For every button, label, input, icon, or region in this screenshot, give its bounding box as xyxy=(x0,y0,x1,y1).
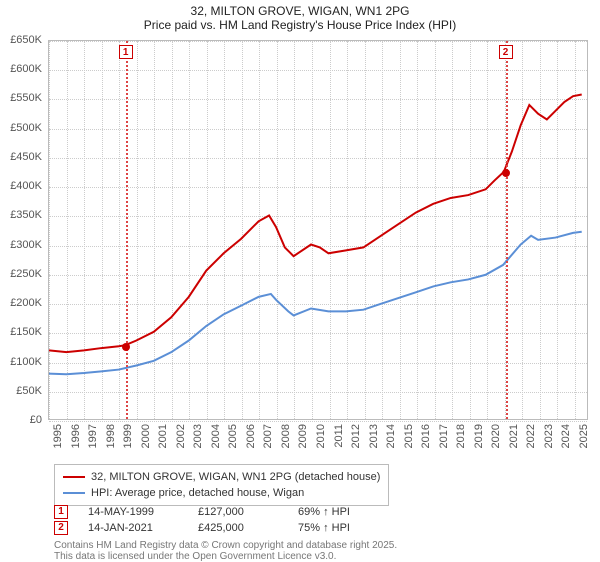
x-tick-label: 2017 xyxy=(438,424,450,448)
event-marker-badge: 2 xyxy=(499,45,513,59)
legend-item: 32, MILTON GROVE, WIGAN, WN1 2PG (detach… xyxy=(63,469,380,485)
legend-swatch xyxy=(63,476,85,478)
event-row: 1 14-MAY-1999 £127,000 69% ↑ HPI xyxy=(54,504,388,520)
title-address: 32, MILTON GROVE, WIGAN, WN1 2PG xyxy=(0,4,600,18)
event-row-hpi: 75% ↑ HPI xyxy=(298,522,388,534)
x-tick-label: 2003 xyxy=(192,424,204,448)
legend-label: HPI: Average price, detached house, Wiga… xyxy=(91,485,304,501)
x-tick-label: 2002 xyxy=(175,424,187,448)
legend-label: 32, MILTON GROVE, WIGAN, WN1 2PG (detach… xyxy=(91,469,380,485)
y-tick-label: £450K xyxy=(10,151,42,163)
chart-plot-area: 12 xyxy=(48,40,588,420)
event-table: 1 14-MAY-1999 £127,000 69% ↑ HPI 2 14-JAN-202… xyxy=(54,504,388,536)
x-tick-label: 2001 xyxy=(157,424,169,448)
y-tick-label: £550K xyxy=(10,92,42,104)
y-tick-label: £600K xyxy=(10,63,42,75)
y-axis-labels: £0£50K£100K£150K£200K£250K£300K£350K£400… xyxy=(0,40,46,420)
event-row-date: 14-JAN-2021 xyxy=(88,522,178,534)
x-tick-label: 2006 xyxy=(245,424,257,448)
chart-title: 32, MILTON GROVE, WIGAN, WN1 2PG Price p… xyxy=(0,0,600,34)
event-price-dot xyxy=(502,169,510,177)
x-tick-label: 1997 xyxy=(87,424,99,448)
x-tick-label: 2019 xyxy=(473,424,485,448)
x-tick-label: 2018 xyxy=(455,424,467,448)
y-tick-label: £150K xyxy=(10,326,42,338)
x-tick-label: 2009 xyxy=(297,424,309,448)
attribution-footer: Contains HM Land Registry data © Crown c… xyxy=(54,540,397,562)
x-tick-label: 2020 xyxy=(490,424,502,448)
x-tick-label: 2023 xyxy=(543,424,555,448)
event-price-dot xyxy=(122,343,130,351)
legend-item: HPI: Average price, detached house, Wiga… xyxy=(63,485,380,501)
x-tick-label: 1996 xyxy=(70,424,82,448)
event-marker-line xyxy=(506,41,508,419)
x-tick-label: 2013 xyxy=(368,424,380,448)
x-tick-label: 2000 xyxy=(140,424,152,448)
x-tick-label: 2022 xyxy=(525,424,537,448)
event-row-hpi: 69% ↑ HPI xyxy=(298,506,388,518)
series-line xyxy=(49,232,582,374)
x-axis-labels: 1995 1996 1997 1998 1999 2000 2001 2002 2003 2004… xyxy=(48,422,588,466)
event-row-badge: 2 xyxy=(54,521,68,535)
y-tick-label: £250K xyxy=(10,268,42,280)
series-line xyxy=(49,95,582,353)
chart-legend: 32, MILTON GROVE, WIGAN, WN1 2PG (detach… xyxy=(54,464,389,506)
x-tick-label: 2012 xyxy=(350,424,362,448)
x-tick-label: 2025 xyxy=(578,424,590,448)
x-tick-label: 2016 xyxy=(420,424,432,448)
event-row: 2 14-JAN-2021 £425,000 75% ↑ HPI xyxy=(54,520,388,536)
event-marker-badge: 1 xyxy=(119,45,133,59)
y-tick-label: £50K xyxy=(16,385,42,397)
y-tick-label: £350K xyxy=(10,209,42,221)
event-row-date: 14-MAY-1999 xyxy=(88,506,178,518)
x-tick-label: 1998 xyxy=(105,424,117,448)
y-tick-label: £100K xyxy=(10,356,42,368)
x-tick-label: 2007 xyxy=(262,424,274,448)
x-tick-label: 2015 xyxy=(403,424,415,448)
x-tick-label: 2004 xyxy=(210,424,222,448)
footer-line1: Contains HM Land Registry data © Crown c… xyxy=(54,540,397,551)
x-tick-label: 2024 xyxy=(560,424,572,448)
x-tick-label: 2014 xyxy=(385,424,397,448)
event-row-badge: 1 xyxy=(54,505,68,519)
x-tick-label: 2008 xyxy=(280,424,292,448)
y-tick-label: £650K xyxy=(10,34,42,46)
event-row-price: £127,000 xyxy=(198,506,278,518)
y-tick-label: £400K xyxy=(10,180,42,192)
title-subtitle: Price paid vs. HM Land Registry's House … xyxy=(0,18,600,32)
y-tick-label: £200K xyxy=(10,297,42,309)
y-tick-label: £0 xyxy=(30,414,42,426)
x-tick-label: 2010 xyxy=(315,424,327,448)
x-tick-label: 2011 xyxy=(333,424,345,448)
x-tick-label: 2021 xyxy=(508,424,520,448)
x-tick-label: 1995 xyxy=(52,424,64,448)
footer-line2: This data is licensed under the Open Gov… xyxy=(54,551,397,562)
event-marker-line xyxy=(126,41,128,419)
y-tick-label: £300K xyxy=(10,239,42,251)
x-tick-label: 1999 xyxy=(122,424,134,448)
legend-swatch xyxy=(63,492,85,494)
event-row-price: £425,000 xyxy=(198,522,278,534)
x-tick-label: 2005 xyxy=(227,424,239,448)
y-tick-label: £500K xyxy=(10,122,42,134)
